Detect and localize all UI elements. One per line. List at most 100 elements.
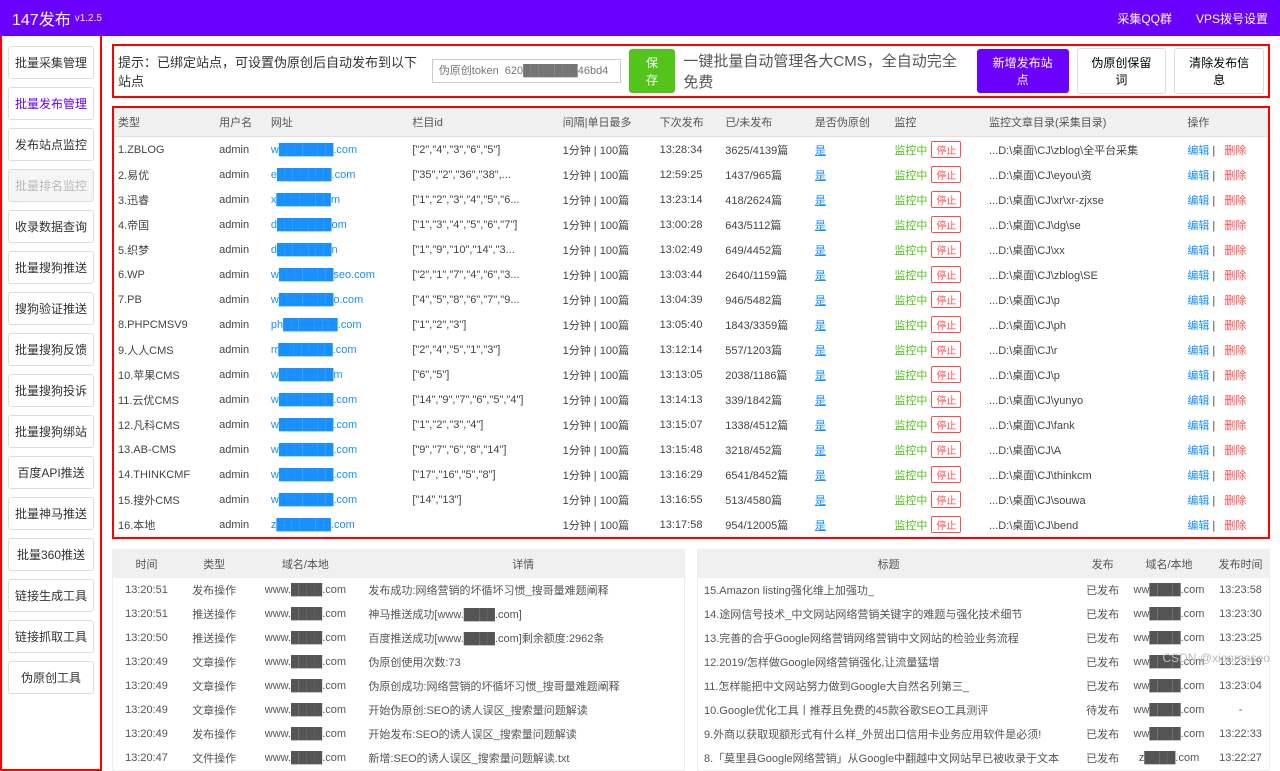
save-button[interactable]: 保存: [629, 49, 676, 93]
edit-link[interactable]: 编辑: [1187, 245, 1209, 257]
cell-monitor[interactable]: 监控中停止: [890, 387, 985, 412]
delete-link[interactable]: 删除: [1224, 295, 1246, 307]
cell-yc[interactable]: 是: [811, 312, 891, 337]
sidebar-item[interactable]: 批量发布管理: [8, 87, 94, 120]
cell-url[interactable]: rr███████.com: [267, 337, 408, 362]
cell-monitor[interactable]: 监控中停止: [890, 312, 985, 337]
delete-link[interactable]: 删除: [1224, 495, 1246, 507]
cell-url[interactable]: w███████.com: [267, 387, 408, 412]
cell-url[interactable]: w███████m: [267, 362, 408, 387]
delete-link[interactable]: 删除: [1224, 220, 1246, 232]
cell-url[interactable]: w███████.com: [267, 487, 408, 512]
delete-link[interactable]: 删除: [1224, 395, 1246, 407]
cell-yc[interactable]: 是: [811, 437, 891, 462]
cell-url[interactable]: d███████om: [267, 212, 408, 237]
cell-url[interactable]: w███████.com: [267, 437, 408, 462]
sidebar-item[interactable]: 链接抓取工具: [8, 620, 94, 653]
sidebar-item[interactable]: 批量搜狗反馈: [8, 333, 94, 366]
cell-yc[interactable]: 是: [811, 287, 891, 312]
token-input[interactable]: [432, 59, 621, 83]
cell-monitor[interactable]: 监控中停止: [890, 262, 985, 287]
delete-link[interactable]: 删除: [1224, 320, 1246, 332]
sidebar-item[interactable]: 链接生成工具: [8, 579, 94, 612]
edit-link[interactable]: 编辑: [1187, 495, 1209, 507]
cell-url[interactable]: w███████o.com: [267, 287, 408, 312]
cell-yc[interactable]: 是: [811, 337, 891, 362]
vps-settings-link[interactable]: VPS拨号设置: [1196, 10, 1268, 27]
clear-info-button[interactable]: 清除发布信息: [1174, 48, 1264, 94]
cell-yc[interactable]: 是: [811, 362, 891, 387]
edit-link[interactable]: 编辑: [1187, 220, 1209, 232]
cell-yc[interactable]: 是: [811, 237, 891, 262]
cell-yc[interactable]: 是: [811, 212, 891, 237]
delete-link[interactable]: 删除: [1224, 270, 1246, 282]
cell-yc[interactable]: 是: [811, 462, 891, 487]
cell-yc[interactable]: 是: [811, 137, 891, 163]
sidebar-item[interactable]: 搜狗验证推送: [8, 292, 94, 325]
edit-link[interactable]: 编辑: [1187, 295, 1209, 307]
delete-link[interactable]: 删除: [1224, 245, 1246, 257]
sidebar-item[interactable]: 收录数据查询: [8, 210, 94, 243]
cell-monitor[interactable]: 监控中停止: [890, 212, 985, 237]
cell-url[interactable]: e███████.com: [267, 162, 408, 187]
delete-link[interactable]: 删除: [1224, 195, 1246, 207]
sidebar-item[interactable]: 批量搜狗投诉: [8, 374, 94, 407]
edit-link[interactable]: 编辑: [1187, 520, 1209, 532]
cell-url[interactable]: w███████.com: [267, 137, 408, 163]
cell-url[interactable]: w███████.com: [267, 412, 408, 437]
edit-link[interactable]: 编辑: [1187, 195, 1209, 207]
keep-words-button[interactable]: 伪原创保留词: [1077, 48, 1167, 94]
cell-monitor[interactable]: 监控中停止: [890, 137, 985, 163]
cell-monitor[interactable]: 监控中停止: [890, 437, 985, 462]
sidebar-item[interactable]: 伪原创工具: [8, 661, 94, 694]
cell-url[interactable]: d███████n: [267, 237, 408, 262]
edit-link[interactable]: 编辑: [1187, 445, 1209, 457]
cell-monitor[interactable]: 监控中停止: [890, 412, 985, 437]
cell-monitor[interactable]: 监控中停止: [890, 487, 985, 512]
cell-yc[interactable]: 是: [811, 512, 891, 537]
cell-monitor[interactable]: 监控中停止: [890, 362, 985, 387]
cell-yc[interactable]: 是: [811, 162, 891, 187]
cell-monitor[interactable]: 监控中停止: [890, 162, 985, 187]
edit-link[interactable]: 编辑: [1187, 395, 1209, 407]
sidebar-item[interactable]: 批量采集管理: [8, 46, 94, 79]
edit-link[interactable]: 编辑: [1187, 470, 1209, 482]
delete-link[interactable]: 删除: [1224, 345, 1246, 357]
sidebar-item[interactable]: 批量神马推送: [8, 497, 94, 530]
cell-url[interactable]: x███████m: [267, 187, 408, 212]
delete-link[interactable]: 删除: [1224, 145, 1246, 157]
sidebar-item[interactable]: 批量搜狗推送: [8, 251, 94, 284]
cell-monitor[interactable]: 监控中停止: [890, 462, 985, 487]
edit-link[interactable]: 编辑: [1187, 370, 1209, 382]
delete-link[interactable]: 删除: [1224, 470, 1246, 482]
edit-link[interactable]: 编辑: [1187, 420, 1209, 432]
sidebar-item[interactable]: 批量搜狗绑站: [8, 415, 94, 448]
delete-link[interactable]: 删除: [1224, 445, 1246, 457]
cell-yc[interactable]: 是: [811, 487, 891, 512]
cell-yc[interactable]: 是: [811, 262, 891, 287]
cell-monitor[interactable]: 监控中停止: [890, 512, 985, 537]
edit-link[interactable]: 编辑: [1187, 170, 1209, 182]
cell-monitor[interactable]: 监控中停止: [890, 287, 985, 312]
edit-link[interactable]: 编辑: [1187, 320, 1209, 332]
edit-link[interactable]: 编辑: [1187, 345, 1209, 357]
delete-link[interactable]: 删除: [1224, 370, 1246, 382]
sidebar-item[interactable]: 百度API推送: [8, 456, 94, 489]
add-site-button[interactable]: 新增发布站点: [977, 49, 1069, 93]
qq-group-link[interactable]: 采集QQ群: [1117, 10, 1172, 27]
sidebar-item[interactable]: 批量360推送: [8, 538, 94, 571]
delete-link[interactable]: 删除: [1224, 420, 1246, 432]
cell-yc[interactable]: 是: [811, 187, 891, 212]
cell-url[interactable]: ph███████.com: [267, 312, 408, 337]
cell-url[interactable]: w███████seo.com: [267, 262, 408, 287]
cell-url[interactable]: w███████.com: [267, 462, 408, 487]
delete-link[interactable]: 删除: [1224, 520, 1246, 532]
cell-monitor[interactable]: 监控中停止: [890, 237, 985, 262]
cell-yc[interactable]: 是: [811, 387, 891, 412]
cell-yc[interactable]: 是: [811, 412, 891, 437]
sidebar-item[interactable]: 发布站点监控: [8, 128, 94, 161]
edit-link[interactable]: 编辑: [1187, 270, 1209, 282]
cell-monitor[interactable]: 监控中停止: [890, 187, 985, 212]
cell-monitor[interactable]: 监控中停止: [890, 337, 985, 362]
cell-url[interactable]: z███████.com: [267, 512, 408, 537]
